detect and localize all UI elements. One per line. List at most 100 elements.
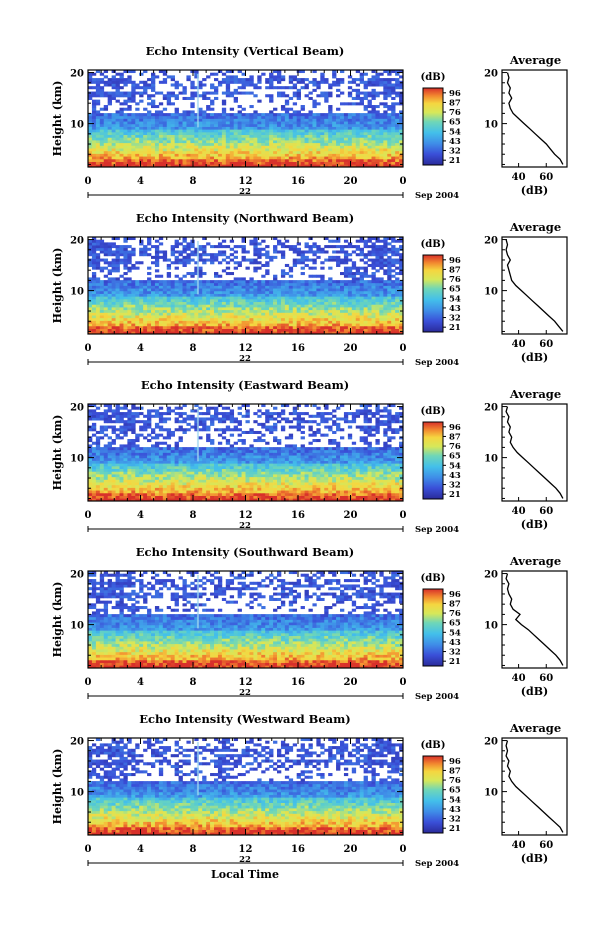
profile-frame <box>501 737 568 836</box>
profile-line <box>505 573 564 666</box>
x-tick-label: 16 <box>291 343 305 354</box>
panel-title: Echo Intensity (Eastward Beam) <box>141 378 349 392</box>
colorbar <box>422 254 444 333</box>
x-tick-label: 0 <box>400 176 407 187</box>
profile-frame <box>501 236 568 335</box>
y-tick-label: 10 <box>70 454 84 465</box>
colorbar-tick-label: 54 <box>449 294 461 304</box>
profile-title: Average <box>509 721 561 735</box>
y-tick-label: 10 <box>70 287 84 298</box>
colorbar-tick-label: 43 <box>449 137 461 147</box>
colorbar-tick-label: 65 <box>449 619 461 629</box>
x-tick-label: 12 <box>239 176 253 187</box>
y-axis-label: Height (km) <box>51 81 64 157</box>
panel-2: Echo Intensity (Northward Beam) 10 20 Heigh… <box>51 211 568 368</box>
colorbar-tick-label: 96 <box>449 89 461 99</box>
y-tick-label: 20 <box>70 403 84 414</box>
y-axis-label: Height (km) <box>51 582 64 658</box>
x-tick-label: 12 <box>239 510 253 521</box>
heatmap-cells <box>88 237 404 335</box>
profile-line <box>505 406 564 499</box>
x-tick-label: 8 <box>190 176 197 187</box>
profile-frame <box>501 570 568 669</box>
colorbar-title: (dB) <box>421 573 446 584</box>
profile-x-tick-label: 40 <box>512 172 526 183</box>
colorbar-tick-label: 43 <box>449 805 461 815</box>
x-tick-label: 0 <box>400 677 407 688</box>
x-tick-label: 20 <box>344 176 358 187</box>
profile-y-tick-label: 20 <box>484 403 498 414</box>
day-label: 22 <box>239 688 251 698</box>
x-tick-label: 0 <box>400 343 407 354</box>
profile-x-tick-label: 40 <box>512 840 526 851</box>
month-label: Sep 2004 <box>415 859 459 869</box>
colorbar-tick-label: 32 <box>449 481 461 491</box>
x-tick-label: 16 <box>291 677 305 688</box>
colorbar-tick-label: 21 <box>449 657 461 667</box>
data-streak <box>196 241 199 295</box>
x-tick-label: 4 <box>137 343 144 354</box>
x-tick-label: 0 <box>400 844 407 855</box>
profile-x-label: (dB) <box>521 518 548 531</box>
x-tick-label: 0 <box>85 677 92 688</box>
colorbar-tick-label: 32 <box>449 314 461 324</box>
x-tick-label: 4 <box>137 510 144 521</box>
x-tick-label: 0 <box>85 343 92 354</box>
colorbar-tick-label: 96 <box>449 757 461 767</box>
colorbar-tick-label: 87 <box>449 265 461 275</box>
panel-title: Echo Intensity (Southward Beam) <box>136 545 354 559</box>
x-tick-label: 20 <box>344 343 358 354</box>
month-label: Sep 2004 <box>415 358 459 368</box>
month-label: Sep 2004 <box>415 692 459 702</box>
colorbar-tick-label: 87 <box>449 599 461 609</box>
colorbar-tick-label: 54 <box>449 795 461 805</box>
panel-4: Echo Intensity (Southward Beam) 10 20 Heigh… <box>51 545 568 702</box>
x-tick-label: 0 <box>85 510 92 521</box>
colorbar-tick-label: 54 <box>449 127 461 137</box>
profile-y-tick-label: 10 <box>484 788 498 799</box>
profile-y-tick-label: 20 <box>484 737 498 748</box>
profile-frame <box>501 403 568 502</box>
panel-1: Echo Intensity (Vertical Beam) 10 20 Height… <box>51 44 568 201</box>
x-tick-label: 8 <box>190 677 197 688</box>
x-tick-label: 8 <box>190 510 197 521</box>
profile-x-label: (dB) <box>521 184 548 197</box>
x-tick-label: 12 <box>239 343 253 354</box>
profile-y-tick-label: 20 <box>484 570 498 581</box>
colorbar-tick-label: 65 <box>449 452 461 462</box>
colorbar <box>422 87 444 166</box>
y-axis-label: Height (km) <box>51 415 64 491</box>
month-label: Sep 2004 <box>415 525 459 535</box>
colorbar-title: (dB) <box>421 72 446 83</box>
profile-y-tick-label: 10 <box>484 454 498 465</box>
x-tick-label: 16 <box>291 176 305 187</box>
day-label: 22 <box>239 521 251 531</box>
colorbar <box>422 755 444 834</box>
colorbar-tick-label: 43 <box>449 471 461 481</box>
x-axis-label: Local Time <box>211 868 279 881</box>
profile-x-label: (dB) <box>521 685 548 698</box>
x-tick-label: 0 <box>85 844 92 855</box>
profile-line <box>505 239 564 332</box>
profile-x-tick-label: 40 <box>512 339 526 350</box>
data-streak <box>196 575 199 629</box>
colorbar-tick-label: 65 <box>449 786 461 796</box>
x-tick-label: 12 <box>239 677 253 688</box>
colorbar-tick-label: 76 <box>449 275 461 285</box>
y-tick-label: 20 <box>70 570 84 581</box>
profile-x-tick-label: 60 <box>539 339 553 350</box>
data-streak <box>196 408 199 462</box>
y-tick-label: 20 <box>70 236 84 247</box>
profile-y-tick-label: 10 <box>484 621 498 632</box>
colorbar-tick-label: 21 <box>449 323 461 333</box>
x-tick-label: 12 <box>239 844 253 855</box>
profile-title: Average <box>509 387 561 401</box>
x-tick-label: 16 <box>291 510 305 521</box>
profile-y-tick-label: 10 <box>484 120 498 131</box>
colorbar-tick-label: 43 <box>449 638 461 648</box>
colorbar-tick-label: 76 <box>449 442 461 452</box>
colorbar-tick-label: 32 <box>449 648 461 658</box>
colorbar-tick-label: 96 <box>449 590 461 600</box>
colorbar <box>422 421 444 500</box>
data-streak <box>196 742 199 796</box>
